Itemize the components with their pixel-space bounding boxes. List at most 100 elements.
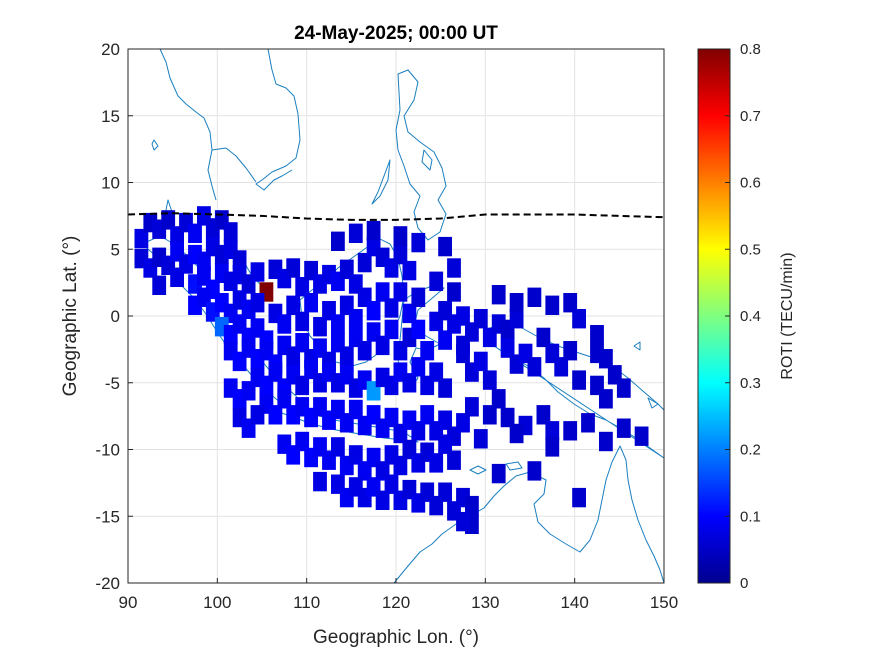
- roti-cell: [581, 413, 595, 433]
- roti-cell: [197, 287, 211, 307]
- roti-cell: [447, 450, 461, 470]
- y-tick-label: 20: [101, 40, 120, 59]
- roti-cell: [616, 378, 631, 398]
- roti-cell: [616, 418, 631, 438]
- colorbar-tick-label: 0.2: [740, 442, 761, 459]
- colorbar-tick-label: 0.3: [740, 375, 761, 392]
- roti-cell: [411, 421, 426, 441]
- roti-cell: [482, 370, 497, 390]
- roti-cell: [438, 410, 452, 430]
- roti-cell: [438, 482, 452, 502]
- y-tick-label: 10: [101, 174, 120, 193]
- roti-cell: [599, 389, 613, 409]
- colorbar-tick-label: 0.7: [740, 108, 761, 125]
- roti-cell: [491, 285, 506, 305]
- roti-cell: [527, 287, 542, 307]
- roti-cell: [438, 378, 452, 398]
- roti-cell: [331, 314, 345, 334]
- roti-cell: [134, 228, 149, 249]
- roti-cell: [375, 490, 390, 510]
- y-axis-label: Geographic Lat. (°): [60, 236, 81, 397]
- roti-cell: [509, 293, 524, 313]
- roti-cell: [429, 271, 444, 291]
- y-axis-ticks: 20 15 10 5 0 -5 -10 -15 -20: [95, 40, 133, 593]
- roti-cell: [456, 511, 470, 532]
- roti-cell: [331, 437, 345, 457]
- roti-cell: [527, 461, 542, 481]
- roti-cell: [384, 407, 399, 428]
- roti-cell: [286, 295, 301, 315]
- roti-cell: [339, 259, 354, 279]
- roti-cell: [348, 445, 363, 465]
- roti-cell: [313, 317, 327, 337]
- roti-cell: [465, 495, 479, 516]
- y-tick-label: 0: [111, 307, 120, 326]
- roti-cell: [402, 260, 417, 281]
- coastline-philippines: [371, 69, 447, 241]
- roti-cell: [277, 314, 292, 334]
- roti-cell: [393, 455, 408, 476]
- roti-cell: [357, 341, 372, 361]
- roti-cell: [599, 349, 613, 369]
- roti-cell: [375, 335, 390, 356]
- roti-cell: [473, 429, 488, 449]
- roti-cell: [456, 343, 470, 364]
- roti-cell: [170, 267, 184, 287]
- roti-cell: [250, 405, 265, 425]
- x-tick-label: 110: [293, 593, 320, 612]
- roti-cell: [545, 295, 560, 315]
- x-tick-label: 120: [382, 593, 410, 612]
- roti-cell: [447, 258, 461, 278]
- roti-cell: [465, 397, 479, 417]
- colorbar: [697, 48, 731, 584]
- roti-cell: [250, 262, 265, 282]
- roti-cell: [545, 421, 560, 441]
- x-tick-label: 140: [560, 593, 588, 612]
- roti-cell: [590, 325, 604, 345]
- roti-cell: [286, 258, 301, 278]
- roti-cell: [420, 341, 435, 361]
- roti-cell: [384, 474, 399, 494]
- roti-cell: [241, 381, 256, 401]
- colorbar-tick-label: 0.4: [740, 308, 761, 325]
- roti-cell: [438, 236, 452, 257]
- roti-cell: [456, 413, 470, 433]
- roti-cell: [473, 351, 488, 372]
- y-tick-label: 5: [111, 240, 120, 259]
- y-tick-label: -15: [95, 507, 120, 526]
- magnetic-equator-line: [127, 212, 665, 221]
- roti-cell: [393, 282, 408, 302]
- roti-cell: [527, 357, 542, 377]
- roti-cell: [366, 301, 381, 321]
- roti-cell: [438, 330, 452, 350]
- x-tick-label: 130: [471, 593, 499, 612]
- roti-cell: [429, 362, 444, 382]
- roti-cell: [304, 293, 318, 313]
- roti-cell: [456, 306, 470, 326]
- roti-cell: [366, 220, 381, 241]
- x-axis-label: Geographic Lon. (°): [313, 627, 479, 648]
- colorbar-label: ROTI (TECU/min): [779, 252, 796, 379]
- roti-cell: [197, 251, 211, 271]
- roti-cell: [384, 298, 399, 318]
- colorbar-tick-label: 0.5: [740, 241, 761, 258]
- roti-cell: [599, 431, 613, 452]
- roti-cell: [277, 389, 292, 409]
- roti-cell: [509, 423, 524, 444]
- roti-cell: [411, 357, 426, 377]
- coastline-islands: [151, 139, 659, 475]
- roti-cell: [491, 389, 506, 409]
- roti-cell: [295, 431, 310, 452]
- roti-cell: [295, 311, 310, 332]
- roti-cell: [232, 250, 247, 270]
- roti-cell: [348, 399, 363, 420]
- roti-cell: [384, 319, 399, 340]
- roti-cell: [161, 210, 176, 230]
- roti-cells: [134, 206, 649, 534]
- roti-cell: [473, 309, 488, 329]
- colorbar-tick-label: 0: [740, 575, 748, 592]
- roti-cell: [572, 487, 586, 508]
- colorbar-tick-label: 0.1: [740, 508, 761, 525]
- roti-cell: [411, 287, 426, 307]
